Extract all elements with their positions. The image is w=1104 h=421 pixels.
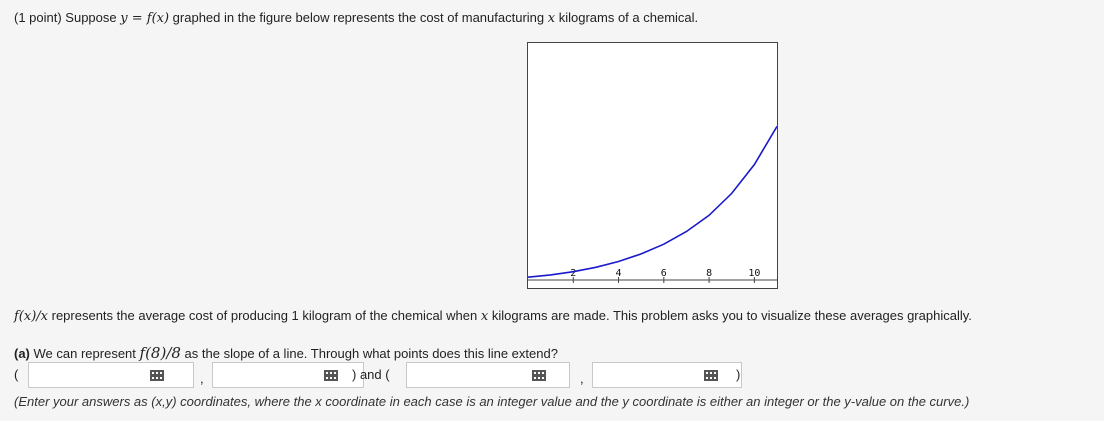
cost-curve bbox=[528, 125, 777, 278]
point2-y-field[interactable] bbox=[592, 362, 742, 388]
problem-suffix: kilograms of a chemical. bbox=[558, 10, 699, 25]
point1-y-input[interactable] bbox=[213, 363, 363, 387]
x-tick-label: 2 bbox=[570, 268, 576, 279]
part-a-question: (a) We can represent f(8)/8 as the slope… bbox=[14, 344, 558, 362]
point2-y-input[interactable] bbox=[593, 363, 741, 387]
point1-y-field[interactable] bbox=[212, 362, 364, 388]
problem-prefix: (1 point) Suppose bbox=[14, 10, 117, 25]
part-a-text-2: as the slope of a line. Through what poi… bbox=[184, 346, 558, 361]
answer-hint: (Enter your answers as (x,y) coordinates… bbox=[14, 394, 970, 409]
problem-statement: (1 point) Suppose y = f(x) graphed in th… bbox=[14, 10, 698, 26]
variable-x: x bbox=[547, 11, 556, 26]
answer-row: ( , ) and ( , bbox=[14, 362, 774, 390]
x-tick-label: 8 bbox=[706, 268, 712, 279]
x-tick-label: 6 bbox=[661, 268, 667, 279]
part-a-label: (a) bbox=[14, 346, 30, 361]
average-expression: f(x)/x bbox=[14, 309, 48, 324]
x-tick-label: 10 bbox=[748, 268, 760, 279]
part-a-expression: f(8)/8 bbox=[139, 344, 181, 362]
cost-graph: 2 4 6 8 10 bbox=[527, 42, 778, 289]
point1-x-input[interactable] bbox=[29, 363, 193, 387]
open-paren-1: ( bbox=[14, 367, 19, 382]
part-a-text-1: We can represent bbox=[33, 346, 136, 361]
average-cost-statement: f(x)/x represents the average cost of pr… bbox=[14, 308, 972, 324]
x-tick-label: 4 bbox=[616, 268, 622, 279]
keypad-grid-icon[interactable] bbox=[532, 370, 546, 381]
average-text-1: represents the average cost of producing… bbox=[51, 308, 478, 323]
point1-x-field[interactable] bbox=[28, 362, 194, 388]
keypad-grid-icon[interactable] bbox=[150, 370, 164, 381]
close-paren-2: ) bbox=[736, 367, 741, 382]
keypad-grid-icon[interactable] bbox=[704, 370, 718, 381]
average-variable-x: x bbox=[480, 309, 489, 324]
problem-mid: graphed in the figure below represents t… bbox=[172, 10, 545, 25]
keypad-grid-icon[interactable] bbox=[324, 370, 338, 381]
cost-chart-svg: 2 4 6 8 10 bbox=[528, 125, 777, 283]
and-separator: ) and ( bbox=[352, 367, 390, 382]
comma-1: , bbox=[200, 371, 204, 386]
function-expression: y = f(x) bbox=[120, 11, 170, 26]
comma-2: , bbox=[580, 371, 584, 386]
average-text-2: kilograms are made. This problem asks yo… bbox=[491, 308, 972, 323]
x-axis-ticks: 2 4 6 8 10 bbox=[570, 268, 760, 283]
